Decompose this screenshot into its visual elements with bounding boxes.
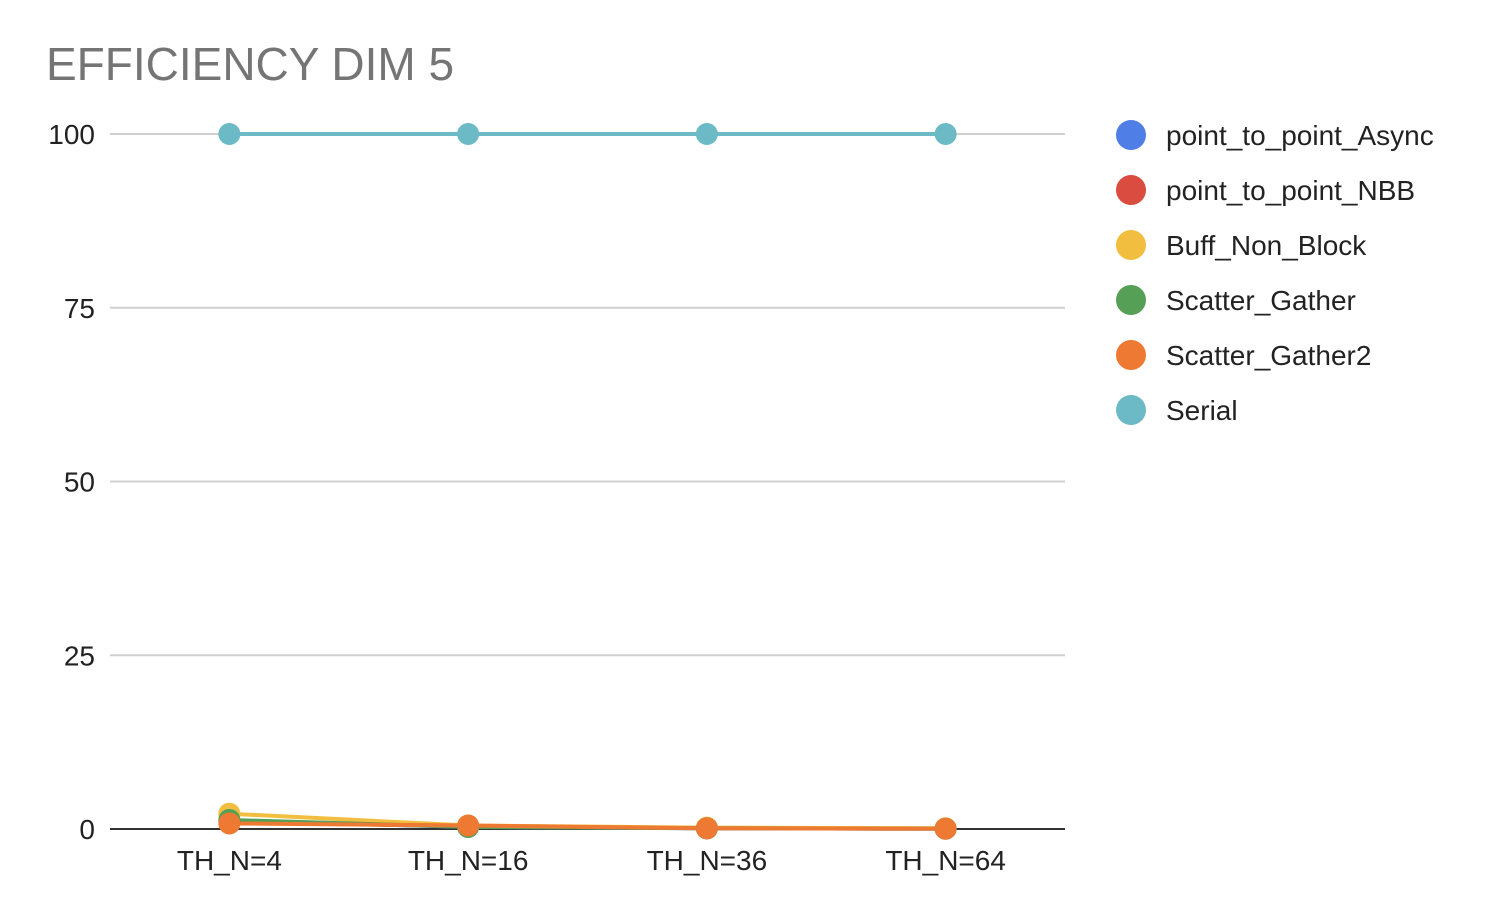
x-tick-label: TH_N=64 — [885, 845, 1006, 876]
data-point-Serial — [218, 123, 241, 145]
legend-label: point_to_point_Async — [1166, 120, 1434, 151]
series-lines — [229, 132, 946, 831]
y-tick-label: 25 — [64, 640, 95, 671]
series-points — [218, 123, 957, 840]
legend-label: Serial — [1166, 395, 1238, 426]
legend-label: Scatter_Gather — [1166, 285, 1356, 316]
data-point-Serial — [934, 123, 957, 145]
x-axis-ticks: TH_N=4 TH_N=16 TH_N=36 TH_N=64 — [177, 845, 1006, 876]
legend-marker — [1116, 120, 1146, 150]
x-tick-label: TH_N=16 — [408, 845, 529, 876]
chart-title: EFFICIENCY DIM 5 — [46, 38, 454, 90]
legend: point_to_point_Async point_to_point_NBB Bu… — [1116, 120, 1434, 426]
data-point-Serial — [457, 123, 480, 145]
data-point-Scatter_Gather2 — [695, 817, 718, 840]
x-tick-label: TH_N=36 — [647, 845, 768, 876]
data-point-Scatter_Gather2 — [934, 817, 957, 840]
y-tick-label: 100 — [48, 119, 95, 150]
data-point-Scatter_Gather2 — [457, 814, 480, 837]
y-tick-label: 50 — [64, 467, 95, 498]
data-point-Scatter_Gather2 — [218, 812, 241, 835]
legend-marker — [1116, 285, 1146, 315]
x-tick-label: TH_N=4 — [177, 845, 282, 876]
legend-marker — [1116, 395, 1146, 425]
legend-label: Buff_Non_Block — [1166, 230, 1367, 261]
legend-marker — [1116, 340, 1146, 370]
y-tick-label: 75 — [64, 293, 95, 324]
y-axis-ticks: 0 25 50 75 100 — [48, 119, 95, 845]
data-point-Serial — [695, 123, 718, 145]
legend-label: point_to_point_NBB — [1166, 175, 1415, 206]
legend-marker — [1116, 175, 1146, 205]
y-tick-label: 0 — [79, 814, 95, 845]
legend-marker — [1116, 230, 1146, 260]
series-line-Scatter_Gather2 — [229, 821, 946, 831]
gridlines — [110, 133, 1065, 830]
legend-label: Scatter_Gather2 — [1166, 340, 1371, 371]
